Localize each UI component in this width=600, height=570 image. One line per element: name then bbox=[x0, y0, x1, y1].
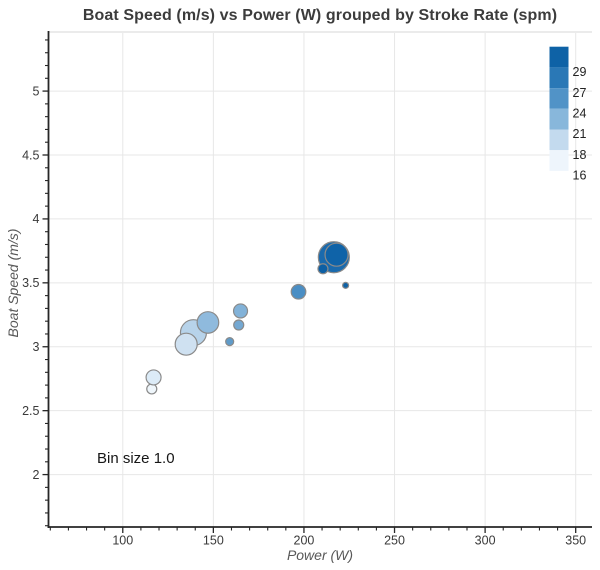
y-tick-label: 4 bbox=[33, 212, 40, 226]
y-tick-label: 4.5 bbox=[22, 148, 39, 162]
x-axis-label: Power (W) bbox=[286, 547, 354, 563]
scatter-point[interactable] bbox=[317, 263, 329, 275]
legend-swatch[interactable] bbox=[549, 129, 569, 151]
x-tick-label: 300 bbox=[475, 534, 496, 548]
y-axis-label: Boat Speed (m/s) bbox=[5, 228, 21, 338]
scatter-point[interactable] bbox=[342, 281, 350, 289]
scatter-point[interactable] bbox=[233, 319, 245, 331]
legend-label: 16 bbox=[573, 169, 587, 183]
x-tick-label: 350 bbox=[565, 534, 586, 548]
legend-swatch[interactable] bbox=[549, 67, 569, 89]
legend-label: 24 bbox=[573, 107, 587, 121]
x-tick-label: 150 bbox=[203, 534, 224, 548]
y-tick-label: 2.5 bbox=[22, 404, 39, 418]
scatter-point[interactable] bbox=[196, 311, 220, 334]
legend-label: 18 bbox=[573, 148, 587, 162]
scatter-point[interactable] bbox=[232, 303, 249, 319]
chart-title: Boat Speed (m/s) vs Power (W) grouped by… bbox=[82, 7, 558, 24]
legend-swatch[interactable] bbox=[549, 46, 569, 68]
bin-size-annotation: Bin size 1.0 bbox=[97, 450, 175, 467]
legend-label: 21 bbox=[573, 127, 587, 141]
y-tick-label: 3 bbox=[33, 340, 40, 354]
legend-swatch[interactable] bbox=[549, 150, 569, 171]
scatter-point[interactable] bbox=[145, 369, 162, 386]
scatter-point[interactable] bbox=[225, 337, 235, 347]
scatter-point[interactable] bbox=[324, 242, 349, 267]
legend-label: 29 bbox=[573, 65, 587, 79]
scatter-point[interactable] bbox=[174, 332, 198, 356]
scatter-point[interactable] bbox=[290, 283, 307, 300]
x-tick-label: 250 bbox=[384, 534, 405, 548]
scatter-point[interactable] bbox=[146, 383, 158, 395]
y-tick-label: 5 bbox=[33, 84, 40, 98]
legend-label: 27 bbox=[573, 86, 587, 100]
y-tick-label: 3.5 bbox=[22, 276, 39, 290]
x-tick-label: 200 bbox=[294, 534, 315, 548]
x-tick-label: 100 bbox=[112, 534, 133, 548]
legend-swatch[interactable] bbox=[549, 88, 569, 109]
y-tick-label: 2 bbox=[33, 468, 40, 482]
legend-swatch[interactable] bbox=[549, 108, 569, 130]
